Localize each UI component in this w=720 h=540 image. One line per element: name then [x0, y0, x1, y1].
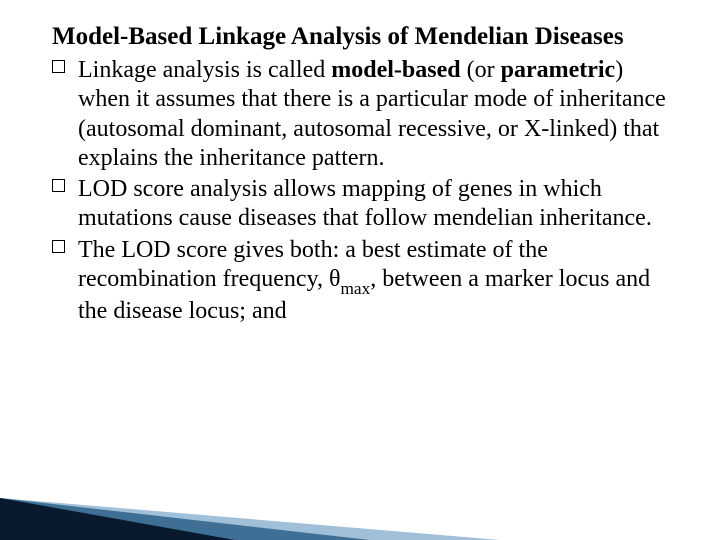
- slide: Model-Based Linkage Analysis of Mendelia…: [0, 0, 720, 540]
- item3-subscript: max: [341, 279, 371, 298]
- item1-bold2: parametric: [501, 57, 616, 83]
- bullet-item-1: Linkage analysis is called model-based (…: [52, 56, 678, 173]
- square-bullet-icon: [52, 60, 65, 73]
- bullet-item-2: LOD score analysis allows mapping of gen…: [52, 175, 678, 234]
- corner-triangle-dark: [0, 498, 235, 540]
- item1-text-pre: Linkage analysis is called: [78, 57, 331, 83]
- bullet-item-3: The LOD score gives both: a best estimat…: [52, 236, 678, 326]
- slide-title: Model-Based Linkage Analysis of Mendelia…: [52, 22, 678, 52]
- item1-bold1: model-based: [331, 57, 460, 83]
- slide-body: Linkage analysis is called model-based (…: [52, 56, 678, 326]
- square-bullet-icon: [52, 240, 65, 253]
- item1-text-mid: (or: [461, 57, 501, 83]
- square-bullet-icon: [52, 179, 65, 192]
- item2-text: LOD score analysis allows mapping of gen…: [78, 176, 652, 231]
